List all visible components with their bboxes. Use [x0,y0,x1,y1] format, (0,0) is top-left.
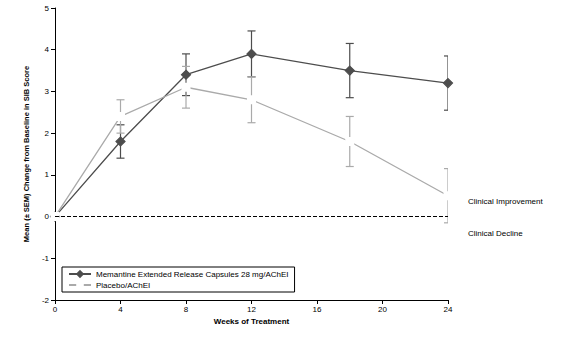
svg-text:20: 20 [378,305,387,314]
svg-text:4: 4 [118,305,123,314]
svg-text:Memantine Extended Release Cap: Memantine Extended Release Capsules 28 m… [96,270,289,279]
svg-text:-2: -2 [42,296,50,305]
svg-text:Mean (± SEM) Change from Basel: Mean (± SEM) Change from Baseline in SIB… [22,66,31,242]
svg-text:1: 1 [45,170,50,179]
svg-text:Clinical Improvement: Clinical Improvement [468,197,543,206]
svg-text:Placebo/AChEI: Placebo/AChEI [96,281,150,290]
svg-text:3: 3 [45,87,50,96]
svg-text:-1: -1 [42,254,50,263]
svg-text:Weeks of Treatment: Weeks of Treatment [214,317,290,326]
svg-text:12: 12 [247,305,256,314]
svg-text:2: 2 [45,129,50,138]
svg-text:16: 16 [313,305,322,314]
svg-text:Clinical Decline: Clinical Decline [468,229,523,238]
svg-text:0: 0 [45,212,50,221]
svg-text:5: 5 [45,4,50,13]
svg-text:0: 0 [53,305,58,314]
svg-text:8: 8 [184,305,189,314]
svg-text:24: 24 [444,305,453,314]
svg-text:4: 4 [45,45,50,54]
